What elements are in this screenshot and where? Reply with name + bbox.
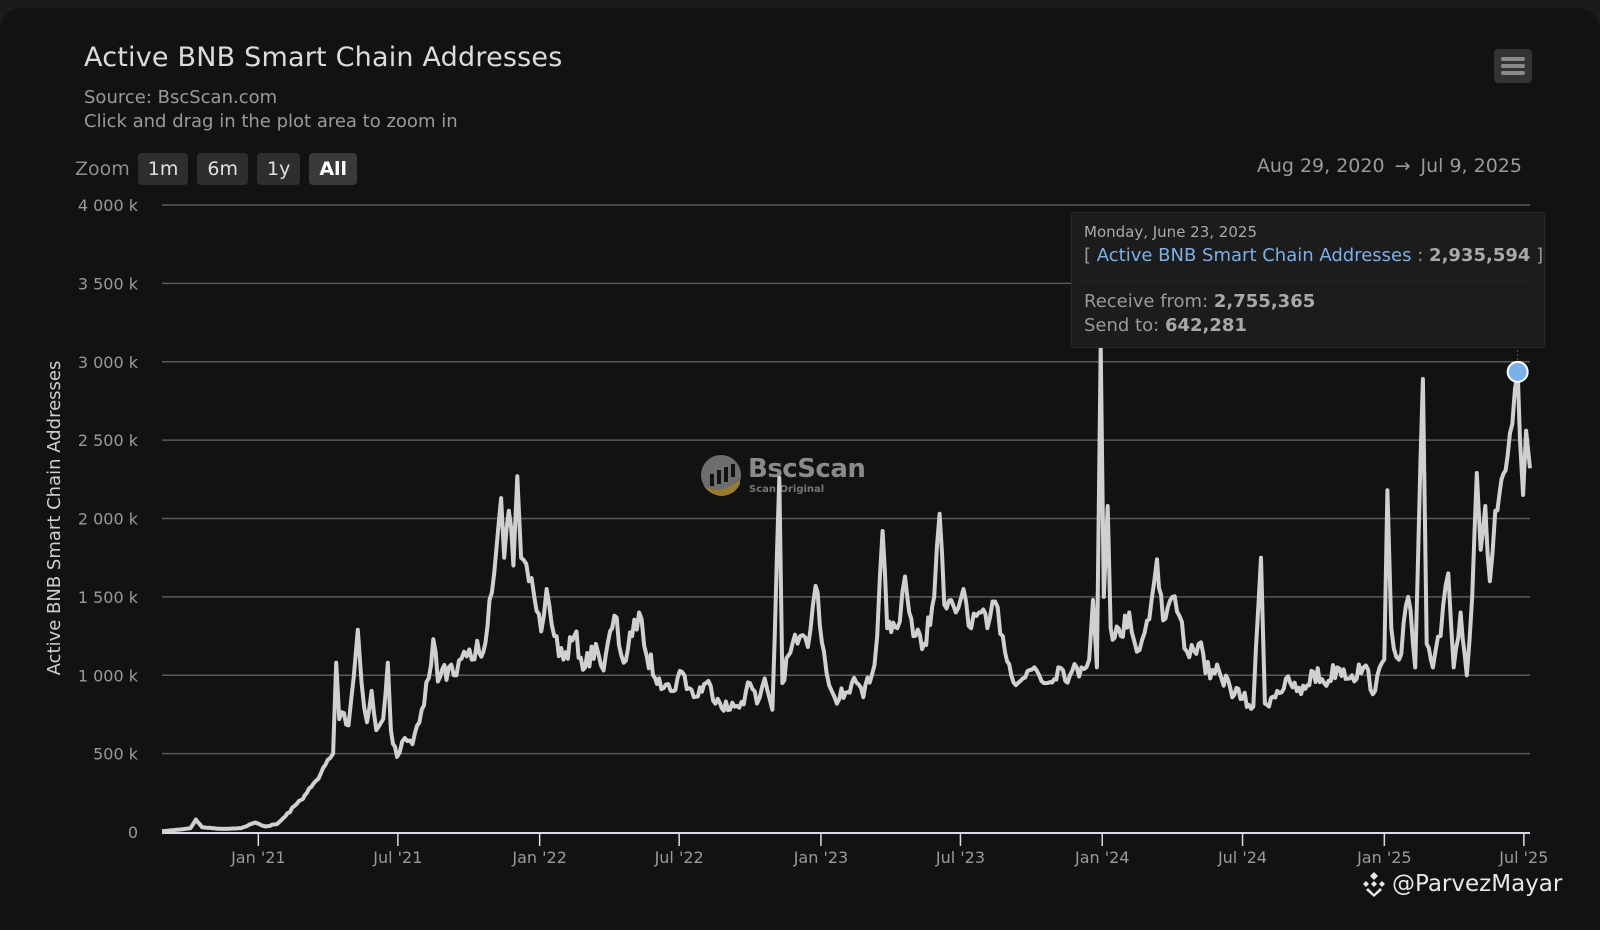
y-tick-label: 2 500 k [78,431,139,450]
y-tick-label: 1 500 k [78,588,139,607]
y-tick-label: 1 000 k [78,666,139,685]
x-tick-label: Jul '25 [1498,848,1548,867]
tooltip-divider [1084,281,1532,282]
x-tick-label: Jul '21 [372,848,422,867]
send-label: Send to: [1084,315,1159,336]
receive-value: 2,755,365 [1214,291,1315,312]
y-tick-label: 2 000 k [78,510,139,529]
author-credit: @ParvezMayar [1360,870,1562,898]
x-tick-label: Jul '22 [654,848,704,867]
y-tick-label: 0 [128,823,138,842]
y-tick-label: 500 k [93,745,139,764]
author-handle: @ParvezMayar [1392,871,1562,897]
tooltip-send-row: Send to: 642,281 [1084,315,1247,336]
y-tick-label: 3 500 k [78,274,139,293]
tooltip-receive-row: Receive from: 2,755,365 [1084,291,1315,312]
tooltip-colon: : [1417,245,1423,266]
tooltip-close-bracket: ] [1536,245,1543,266]
hover-marker[interactable] [1508,362,1528,382]
y-tick-label: 3 000 k [78,353,139,372]
x-tick-label: Jan '25 [1356,848,1412,867]
tooltip-date: Monday, June 23, 2025 [1084,223,1257,241]
x-tick-label: Jan '21 [230,848,286,867]
x-tick-label: Jan '23 [793,848,849,867]
x-tick-label: Jul '23 [935,848,985,867]
receive-label: Receive from: [1084,291,1208,312]
y-tick-label: 4 000 k [78,196,139,215]
x-tick-label: Jan '22 [511,848,567,867]
x-tick-label: Jan '24 [1074,848,1130,867]
tooltip-value: 2,935,594 [1429,245,1530,266]
send-value: 642,281 [1165,315,1247,336]
tooltip-series-row: [ Active BNB Smart Chain Addresses : 2,9… [1084,245,1543,266]
y-axis-title: Active BNB Smart Chain Addresses [44,361,65,676]
binance-logo-icon [1360,870,1388,898]
tooltip-series-name: Active BNB Smart Chain Addresses [1097,245,1412,266]
tooltip-open-bracket: [ [1084,245,1091,266]
x-tick-label: Jul '24 [1217,848,1267,867]
series-line[interactable] [162,346,1530,831]
tooltip: Monday, June 23, 2025 [ Active BNB Smart… [1071,212,1545,348]
